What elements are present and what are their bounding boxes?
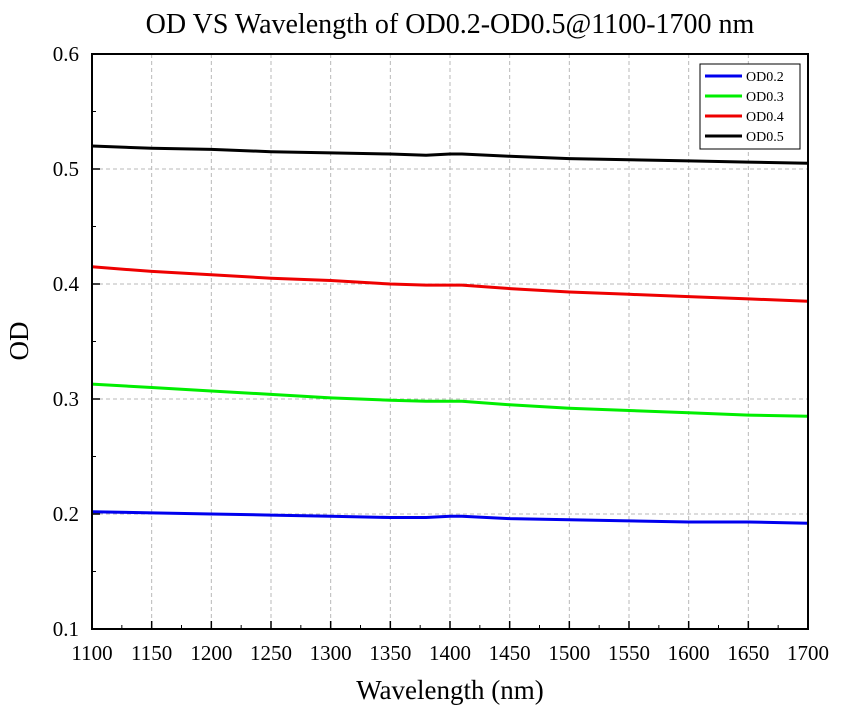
legend-label: OD0.5 <box>746 130 784 145</box>
y-tick-label: 0.2 <box>53 502 79 526</box>
chart-title: OD VS Wavelength of OD0.2-OD0.5@1100-170… <box>146 9 755 40</box>
x-tick-label: 1700 <box>787 641 829 665</box>
x-tick-label: 1200 <box>190 641 232 665</box>
x-tick-label: 1500 <box>548 641 590 665</box>
series-line-od0-5 <box>91 144 809 165</box>
x-tick-label: 1650 <box>727 641 769 665</box>
series-lines <box>91 144 809 525</box>
x-axis-label: Wavelength (nm) <box>356 675 544 705</box>
y-tick-label: 0.5 <box>53 157 79 181</box>
y-tick-label: 0.3 <box>53 387 79 411</box>
x-tick-label: 1350 <box>369 641 411 665</box>
axis-ticks <box>91 53 809 630</box>
x-tick-label: 1150 <box>131 641 172 665</box>
x-tick-label: 1250 <box>250 641 292 665</box>
x-tick-label: 1100 <box>71 641 112 665</box>
x-tick-label: 1300 <box>310 641 352 665</box>
y-tick-label: 0.1 <box>53 617 79 641</box>
legend-label: OD0.4 <box>746 110 784 125</box>
series-line-od0-4 <box>91 265 809 303</box>
legend: OD0.2 OD0.3 OD0.4 OD0.5 <box>699 63 801 150</box>
tick-labels: 1100 1150 1200 1250 1300 1350 1400 1450 1500 1550… <box>53 42 829 665</box>
y-tick-label: 0.4 <box>53 272 80 296</box>
y-tick-label: 0.6 <box>53 42 79 66</box>
x-tick-label: 1600 <box>668 641 710 665</box>
y-axis-label: OD <box>4 322 34 361</box>
legend-label: OD0.2 <box>746 70 784 85</box>
series-line-od0-3 <box>91 382 809 418</box>
legend-items: OD0.2 OD0.3 OD0.4 OD0.5 <box>705 70 784 145</box>
x-tick-label: 1450 <box>489 641 531 665</box>
x-tick-label: 1400 <box>429 641 471 665</box>
series-line-od0-2 <box>91 510 809 525</box>
x-tick-label: 1550 <box>608 641 650 665</box>
legend-label: OD0.3 <box>746 90 784 105</box>
